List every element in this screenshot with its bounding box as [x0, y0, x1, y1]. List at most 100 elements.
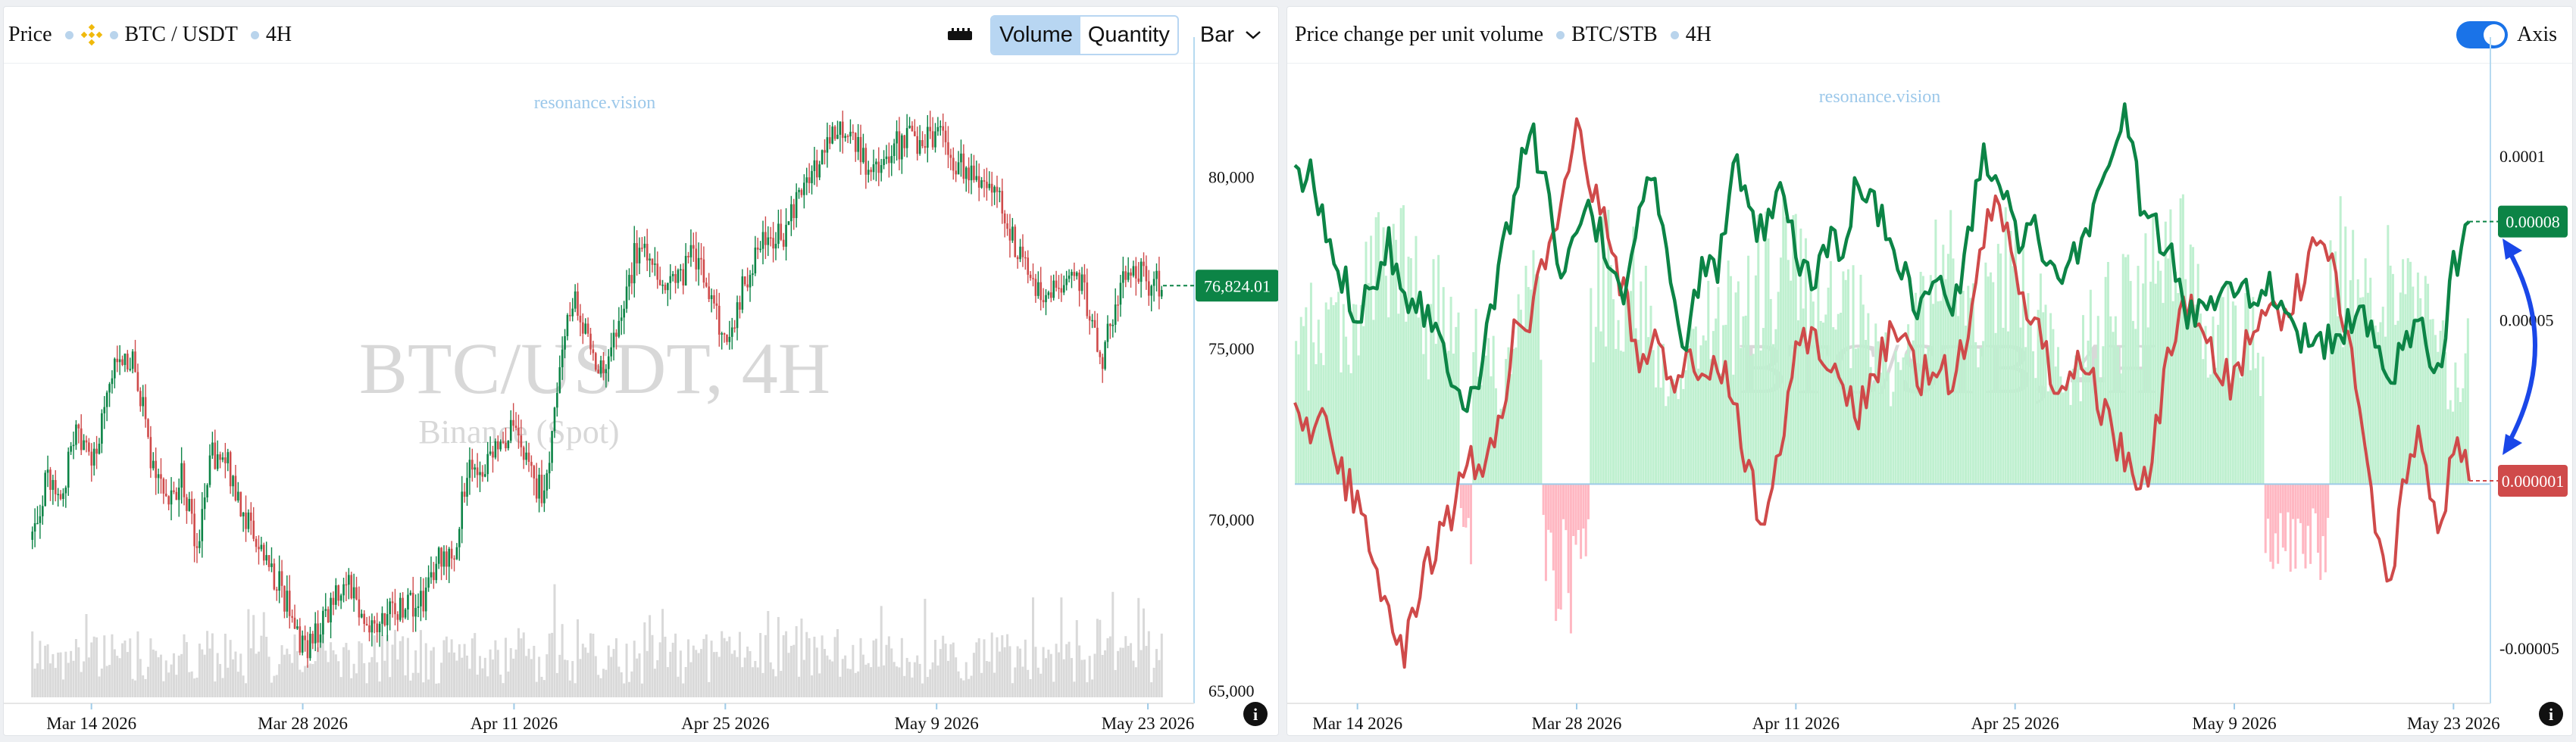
histogram-bar	[1754, 275, 1757, 485]
histogram-bar	[1409, 258, 1412, 485]
volume-bar	[427, 679, 430, 697]
candle	[1029, 270, 1032, 281]
candle	[641, 237, 643, 252]
candle	[977, 163, 980, 201]
histogram-bar	[1590, 288, 1593, 485]
histogram-bar	[2267, 484, 2270, 519]
volume-bar	[782, 634, 785, 697]
price-change-plot[interactable]: resonance.vision BTC/STB, 4H 0.00010.000…	[1287, 7, 2573, 736]
volume-bar	[872, 640, 875, 697]
volume-bar	[998, 651, 1001, 697]
candle	[190, 491, 193, 525]
histogram-bar	[1827, 287, 1830, 485]
price-chart-plot[interactable]: resonance.vision BTC/USDT, 4H Binance (S…	[4, 7, 1279, 736]
candle	[108, 382, 111, 407]
volume-bar	[409, 680, 412, 697]
histogram-bar	[1690, 318, 1693, 485]
histogram-bar	[1374, 217, 1377, 485]
candle	[507, 440, 510, 450]
info-icon[interactable]: i	[1243, 702, 1268, 726]
candle	[901, 133, 903, 174]
candle	[929, 111, 932, 139]
candle	[964, 166, 968, 192]
histogram-bar	[1779, 257, 1782, 485]
volume-bar	[229, 640, 232, 697]
histogram-bar	[1457, 312, 1460, 485]
bar-type-select[interactable]: Bar	[1200, 23, 1261, 48]
volume-bar	[1101, 655, 1104, 697]
volume-bar	[1091, 679, 1094, 697]
volume-bar	[854, 672, 857, 697]
histogram-bar	[2306, 484, 2309, 526]
volume-bar	[74, 638, 77, 697]
volume-bar	[139, 659, 142, 697]
volume-bar	[44, 645, 47, 697]
candle	[330, 592, 332, 639]
candle	[986, 167, 988, 201]
histogram-bar	[2029, 320, 2032, 485]
volume-bar	[46, 644, 49, 697]
histogram-bar	[1584, 484, 1587, 556]
candle	[486, 441, 489, 482]
volume-bar	[267, 656, 270, 697]
histogram-bar	[2084, 367, 2087, 485]
value-tick-label: -0.00005	[2499, 639, 2559, 658]
ruler-icon[interactable]	[946, 26, 974, 44]
histogram-bar	[1332, 305, 1335, 485]
histogram-bar	[1517, 294, 1520, 485]
candle	[195, 532, 199, 563]
histogram-bar	[1524, 266, 1527, 485]
candle	[59, 490, 62, 500]
volume-bar	[291, 662, 294, 697]
histogram-bar	[1804, 238, 1807, 485]
candle	[370, 613, 374, 647]
candle	[103, 396, 106, 429]
candle	[852, 124, 855, 141]
volume-bar	[1019, 648, 1022, 697]
volume-bar	[1008, 646, 1011, 697]
quantity-button[interactable]: Quantity	[1087, 22, 1170, 47]
histogram-bar	[2194, 304, 2197, 485]
candle	[481, 465, 484, 482]
candle	[564, 329, 566, 359]
info-icon[interactable]: i	[2539, 702, 2563, 726]
candle	[1027, 250, 1030, 284]
candle	[682, 263, 685, 295]
volume-bar	[265, 637, 268, 697]
candle	[203, 483, 206, 520]
volume-bar	[553, 584, 556, 697]
histogram-bar	[2314, 484, 2317, 514]
histogram-bar	[1482, 354, 1485, 485]
histogram-bar	[1572, 484, 1575, 536]
volume-bar	[1132, 660, 1135, 697]
histogram-bar	[1592, 362, 1595, 485]
volume-bar	[1137, 597, 1140, 697]
volume-bar	[836, 628, 839, 697]
volume-bar	[383, 660, 386, 697]
volume-bar	[679, 650, 682, 697]
candle	[730, 317, 733, 350]
histogram-bar	[1887, 372, 1890, 485]
volume-bar	[730, 653, 733, 697]
candle	[1109, 323, 1111, 339]
volume-bar	[924, 598, 927, 697]
volume-bar	[761, 672, 764, 697]
axis-toggle-switch[interactable]	[2456, 21, 2509, 48]
time-tick-label: May 9 2026	[895, 714, 979, 733]
volume-bar	[468, 669, 471, 697]
volume-bar	[780, 671, 783, 697]
candle	[800, 188, 803, 198]
candle	[746, 267, 749, 292]
candle	[1024, 251, 1027, 270]
volume-bar	[1080, 659, 1083, 697]
histogram-bar	[2244, 293, 2247, 485]
volume-bar	[741, 667, 744, 697]
candle	[1011, 217, 1014, 243]
histogram-bar	[2012, 266, 2015, 485]
volume-bar	[494, 640, 497, 697]
histogram-bar	[2331, 297, 2334, 485]
symbol-watermark: BTC/USDT, 4H	[359, 328, 830, 409]
volume-button[interactable]: Volume	[992, 16, 1080, 54]
candle	[430, 556, 433, 585]
histogram-bar	[2119, 373, 2122, 485]
